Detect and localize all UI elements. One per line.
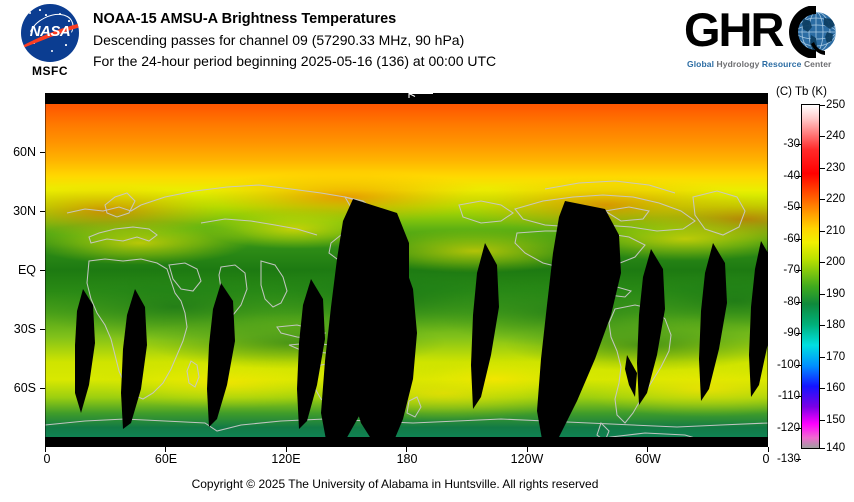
c-m110: -110 [777, 390, 800, 402]
nasa-center-label: MSFC [32, 64, 68, 78]
c-m80: -80 [783, 296, 800, 308]
xtick-360 [768, 447, 769, 452]
channel-subtitle: Descending passes for channel 09 (57290.… [93, 32, 465, 48]
c-m120: -120 [776, 422, 800, 434]
xtick-label-360: 0 [762, 452, 770, 466]
brightness-temperature-map[interactable] [45, 93, 768, 447]
k-150: 150 [826, 414, 846, 426]
south-pole-nodata-band [45, 437, 768, 447]
nasa-swoosh-icon [21, 23, 79, 48]
c-m100: -100 [776, 359, 800, 371]
xtick-60e [165, 447, 166, 452]
xtick-label-60w: 60W [635, 452, 661, 466]
c-m30: -30 [783, 138, 800, 150]
title-block: NOAA-15 AMSU-A Brightness Temperatures D… [93, 9, 673, 72]
ytick-60n [40, 152, 45, 153]
k-220: 220 [826, 193, 846, 205]
xtick-label-180: 180 [396, 452, 418, 466]
ytick-label-30s: 30S [13, 322, 36, 336]
svg-text:GHR: GHR [684, 6, 784, 56]
c-m90: -90 [783, 327, 800, 339]
swath-start-marker-icon [408, 89, 433, 98]
ghrc-tagline: Global Hydrology Resource Center [687, 59, 831, 69]
map-canvas [45, 93, 768, 447]
xtick-label-120e: 120E [271, 452, 301, 466]
c-m40: -40 [783, 170, 800, 182]
nasa-meatball-icon: NASA [21, 4, 79, 62]
page-header: NASA MSFC NOAA-15 AMSU-A Brightness Temp… [0, 0, 854, 90]
ghrc-tagline-2: Hydrology [716, 59, 762, 69]
ytick-eq [40, 270, 45, 271]
k-240: 240 [826, 130, 846, 142]
colorbar-header: (C) Tb (K) [776, 86, 827, 98]
ghrc-tagline-4: Center [803, 59, 832, 69]
ytick-30s [40, 329, 45, 330]
xtick-120w [527, 447, 528, 452]
ytick-label-60n: 60N [13, 145, 36, 159]
colorbar[interactable] [801, 104, 820, 449]
k-210: 210 [826, 225, 846, 237]
c-m130: -130 [776, 453, 800, 465]
ghrc-tagline-3: Resource [761, 59, 804, 69]
period-subtitle: For the 24-hour period beginning 2025-05… [93, 53, 497, 69]
ytick-60s [40, 388, 45, 389]
k-140: 140 [826, 442, 846, 454]
k-180: 180 [826, 319, 846, 331]
k-200: 200 [826, 256, 846, 268]
ghrc-wordmark-icon: GHR [684, 3, 836, 59]
xtick-180 [406, 447, 407, 452]
copyright-text: Copyright © 2025 The University of Alaba… [191, 477, 599, 491]
north-pole-nodata-band [45, 93, 768, 104]
k-160: 160 [826, 382, 846, 394]
nasa-msfc-logo: NASA MSFC [10, 4, 88, 84]
swath-gaps [75, 199, 768, 445]
k-190: 190 [826, 288, 846, 300]
xtick-120e [286, 447, 287, 452]
page-title: NOAA-15 AMSU-A Brightness Temperatures [93, 11, 397, 27]
c-m70: -70 [783, 264, 800, 276]
colorbar-gradient [801, 104, 820, 449]
xtick-label-0: 0 [43, 452, 51, 466]
xtick-label-120w: 120W [510, 452, 544, 466]
ytick-label-eq: EQ [17, 263, 36, 277]
k-250: 250 [826, 99, 846, 111]
ghrc-tagline-1: Global [687, 59, 717, 69]
c-m60: -60 [783, 233, 800, 245]
k-230: 230 [826, 162, 846, 174]
ghrc-logo: GHR Global Hydrology Resource Center [684, 3, 849, 82]
ytick-30n [40, 211, 45, 212]
nasa-wordmark: NASA [29, 23, 71, 40]
ytick-label-60s: 60S [13, 381, 36, 395]
xtick-0 [45, 447, 46, 452]
ytick-label-30n: 30N [13, 204, 36, 218]
xtick-label-60e: 60E [154, 452, 178, 466]
k-170: 170 [826, 351, 846, 363]
c-m50: -50 [783, 201, 800, 213]
xtick-60w [647, 447, 648, 452]
